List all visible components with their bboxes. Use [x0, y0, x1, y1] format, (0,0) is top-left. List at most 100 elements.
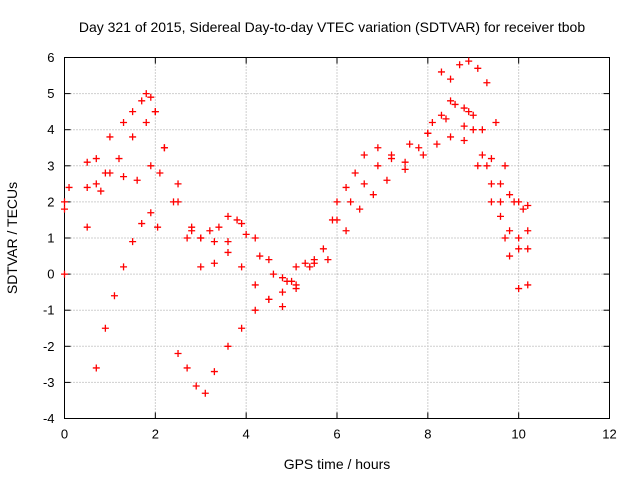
data-point: [224, 248, 232, 256]
data-point: [492, 118, 500, 126]
data-point: [142, 118, 150, 126]
data-point: [347, 198, 355, 206]
data-point: [437, 68, 445, 76]
data-point: [151, 108, 159, 116]
data-point: [524, 202, 532, 210]
data-point: [369, 191, 377, 199]
data-point: [356, 205, 364, 213]
x-tick-label: 10: [511, 427, 525, 442]
data-point: [269, 270, 277, 278]
data-point: [506, 227, 514, 235]
y-tick-labels: -4 -3 -2 -1 0 1 2 3 4 5 6: [43, 50, 55, 426]
data-point: [142, 90, 150, 98]
data-point: [515, 234, 523, 242]
data-point: [233, 216, 241, 224]
data-point: [138, 220, 146, 228]
data-point: [342, 183, 350, 191]
data-point: [110, 292, 118, 300]
data-point: [465, 57, 473, 65]
x-tick-labels: 0 2 4 6 8 10 12: [61, 427, 617, 442]
data-series: [61, 90, 532, 285]
data-point: [224, 212, 232, 220]
data-point: [120, 118, 128, 126]
y-tick-label: 2: [47, 194, 54, 209]
data-point: [238, 220, 246, 228]
data-point: [174, 350, 182, 358]
data-point: [515, 285, 523, 293]
data-point: [147, 162, 155, 170]
y-tick-label: 4: [47, 122, 54, 137]
data-point: [83, 158, 91, 166]
data-point: [524, 281, 532, 289]
data-point: [333, 216, 341, 224]
data-point: [342, 227, 350, 235]
data-point: [487, 180, 495, 188]
data-point: [524, 245, 532, 253]
data-point: [292, 263, 300, 271]
data-point: [360, 180, 368, 188]
data-point: [406, 140, 414, 148]
data-point: [487, 198, 495, 206]
data-point: [374, 162, 382, 170]
data-point: [515, 245, 523, 253]
data-point: [174, 180, 182, 188]
x-tick-label: 4: [243, 427, 250, 442]
data-point: [524, 227, 532, 235]
data-point: [360, 151, 368, 159]
y-tick-label: 5: [47, 86, 54, 101]
data-point: [160, 144, 168, 152]
data-point: [192, 382, 200, 390]
y-tick-label: 0: [47, 267, 54, 282]
data-point: [279, 288, 286, 296]
data-point: [506, 191, 514, 199]
data-point: [251, 306, 259, 314]
data-point: [120, 263, 128, 271]
data-point: [210, 259, 218, 267]
data-point: [469, 111, 477, 119]
y-tick-label: -1: [43, 303, 55, 318]
data-point: [183, 364, 191, 372]
data-point: [478, 151, 486, 159]
data-point: [101, 324, 109, 332]
data-point: [497, 180, 504, 188]
grid: [64, 57, 610, 419]
data-point: [215, 223, 223, 231]
data-point: [138, 97, 146, 105]
chart-title: Day 321 of 2015, Sidereal Day-to-day VTE…: [79, 19, 586, 35]
data-point: [437, 111, 445, 119]
data-point: [501, 234, 509, 242]
data-point: [469, 126, 477, 134]
data-point: [310, 259, 318, 267]
data-point: [451, 100, 459, 108]
data-point: [428, 118, 436, 126]
y-axis-label: SDTVAR / TECUs: [4, 182, 20, 294]
data-point: [487, 155, 495, 163]
data-point: [319, 245, 327, 253]
y-tick-label: 3: [47, 158, 54, 173]
data-point: [478, 126, 486, 134]
data-point: [474, 64, 482, 72]
x-tick-label: 12: [602, 427, 616, 442]
data-point: [265, 256, 273, 264]
data-point: [383, 176, 391, 184]
y-tick-label: -3: [43, 375, 55, 390]
data-point: [256, 252, 264, 260]
data-point: [206, 227, 214, 235]
data-point: [197, 234, 205, 242]
data-point: [183, 234, 191, 242]
data-point: [442, 115, 450, 123]
data-point: [324, 256, 332, 264]
data-point: [224, 342, 232, 350]
data-point: [238, 263, 246, 271]
data-point: [154, 223, 162, 231]
data-point: [61, 270, 68, 278]
y-tick-label: -4: [43, 411, 55, 426]
data-point: [460, 137, 468, 145]
data-point: [129, 108, 137, 116]
axis-ticks: [64, 57, 610, 419]
data-series: [61, 108, 532, 311]
data-point: [83, 183, 91, 191]
x-tick-label: 2: [152, 427, 159, 442]
y-tick-label: 1: [47, 231, 54, 246]
data-point: [147, 93, 155, 101]
